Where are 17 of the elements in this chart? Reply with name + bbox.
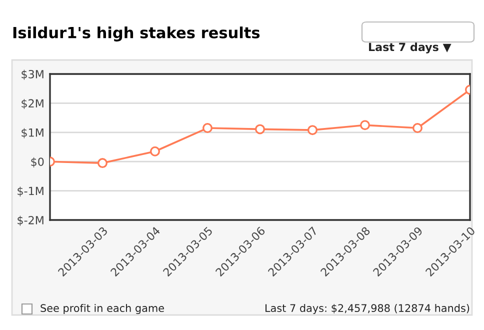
point: [308, 125, 318, 136]
text: Last 7 days: $2,457,988 (12874 hands): [266, 304, 470, 314]
point: [412, 123, 422, 134]
y-tick-label: $0: [31, 157, 44, 168]
y-tick-label: $3M: [22, 70, 44, 80]
y-tick-label: $-1M: [18, 186, 44, 197]
y-tick-label: $-2M: [18, 216, 44, 226]
y-tick-label: $2M: [22, 98, 44, 110]
point: [255, 124, 265, 134]
point: [98, 158, 108, 168]
text: Last 7 days ▼: [369, 42, 452, 54]
y-tick-label: $1M: [22, 128, 44, 138]
text: See profit in each game: [40, 304, 164, 314]
point: [360, 120, 370, 130]
point: [202, 123, 212, 134]
chart-title: Isildur1's high stakes results: [13, 26, 260, 42]
point: [150, 146, 160, 156]
